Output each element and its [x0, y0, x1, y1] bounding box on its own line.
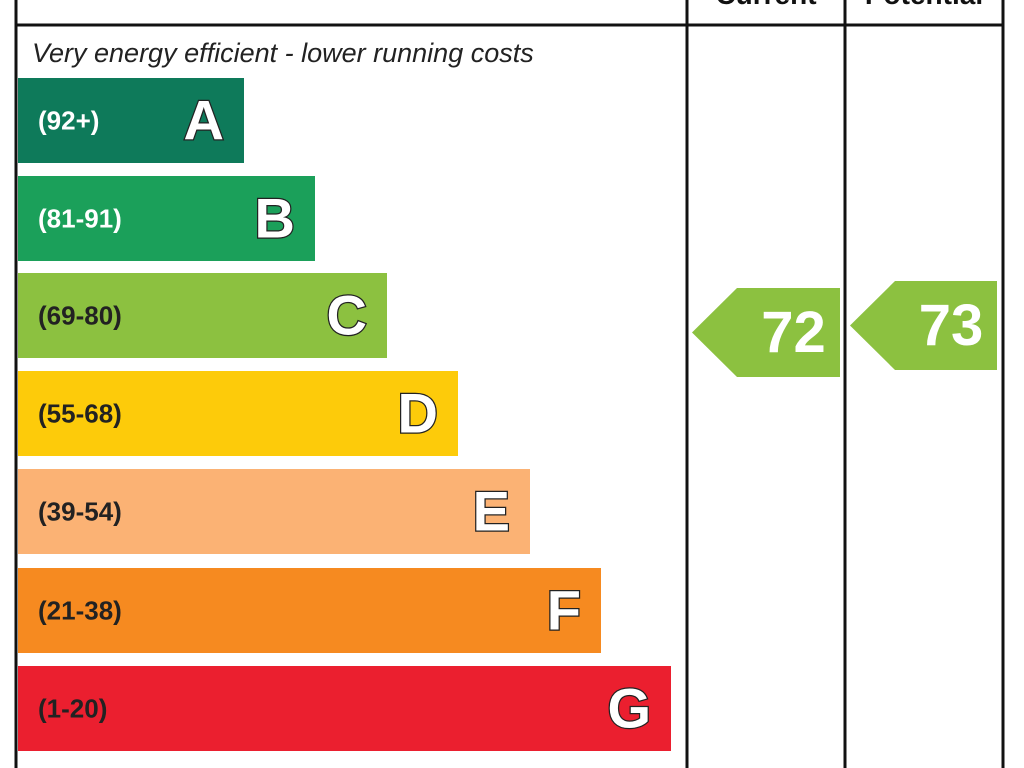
band-letter: F: [547, 578, 581, 641]
band-bar: [18, 666, 671, 751]
band-bar: [18, 78, 244, 163]
rating-arrow: [850, 281, 997, 370]
column-header: Potential: [865, 0, 983, 10]
band-bar: [18, 469, 530, 554]
band-letter: E: [473, 479, 510, 542]
band-bar: [18, 371, 458, 456]
band-bar: [18, 568, 601, 653]
band-letter: A: [184, 88, 224, 151]
band-range: (81-91): [38, 203, 122, 233]
band-letter: C: [327, 283, 367, 346]
band-letter: B: [255, 186, 295, 249]
rating-arrow: [692, 288, 840, 377]
rating-value: 72: [761, 300, 826, 365]
band-bar: [18, 273, 387, 358]
band-bar: [18, 176, 315, 261]
band-letter: D: [398, 381, 438, 444]
band-letter: G: [607, 676, 651, 739]
column-header: Current: [715, 0, 816, 10]
band-range: (21-38): [38, 595, 122, 625]
top-note: Very energy efficient - lower running co…: [32, 38, 534, 68]
band-range: (92+): [38, 105, 99, 135]
band-range: (39-54): [38, 496, 122, 526]
band-range: (55-68): [38, 398, 122, 428]
band-range: (1-20): [38, 693, 107, 723]
rating-value: 73: [919, 293, 984, 358]
band-range: (69-80): [38, 300, 122, 330]
frame: [14, 0, 1005, 768]
